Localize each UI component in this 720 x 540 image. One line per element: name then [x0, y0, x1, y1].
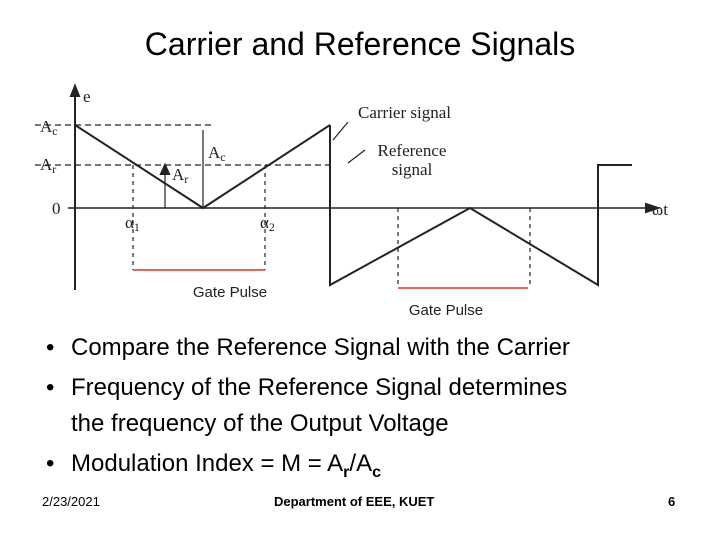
carrier-output — [329, 125, 632, 287]
axis-label: e — [83, 87, 91, 106]
level-label: Ar — [40, 155, 56, 176]
bullet: Compare the Reference Signal with the Ca… — [46, 330, 706, 366]
axis-label: 0 — [52, 199, 61, 218]
axis-label: ωt — [652, 200, 668, 219]
diagram: e ωt 0 Ac Ar Ac Ar α1 α2 Carrier signal … — [35, 83, 668, 319]
inner-label: Ar — [172, 165, 188, 186]
arrowhead — [159, 162, 171, 175]
footer-page: 6 — [668, 494, 676, 509]
footer-date: 2/23/2021 — [42, 494, 100, 509]
arrowhead — [645, 202, 662, 214]
footer-department: Department of EEE, KUET — [274, 494, 435, 509]
bullet-list: Compare the Reference Signal with the Ca… — [46, 330, 706, 495]
gate-label: Gate Pulse — [193, 284, 267, 301]
pointer — [332, 121, 349, 141]
gate-label: Gate Pulse — [409, 302, 483, 319]
inner-label: Ac — [208, 143, 226, 164]
angle-label: α2 — [260, 213, 275, 234]
reference-label: Reference — [378, 141, 447, 160]
level-label: Ac — [40, 117, 58, 138]
bullet: Frequency of the Reference Signal determ… — [46, 370, 706, 442]
slide-title: Carrier and Reference Signals — [144, 26, 576, 62]
arrowhead — [69, 83, 81, 97]
bullet: Modulation Index = M = Ar/Ac — [46, 446, 706, 491]
angle-label: α1 — [125, 213, 140, 234]
carrier-label: Carrier signal — [358, 103, 451, 122]
reference-label: signal — [392, 160, 433, 179]
pointer — [347, 149, 366, 164]
